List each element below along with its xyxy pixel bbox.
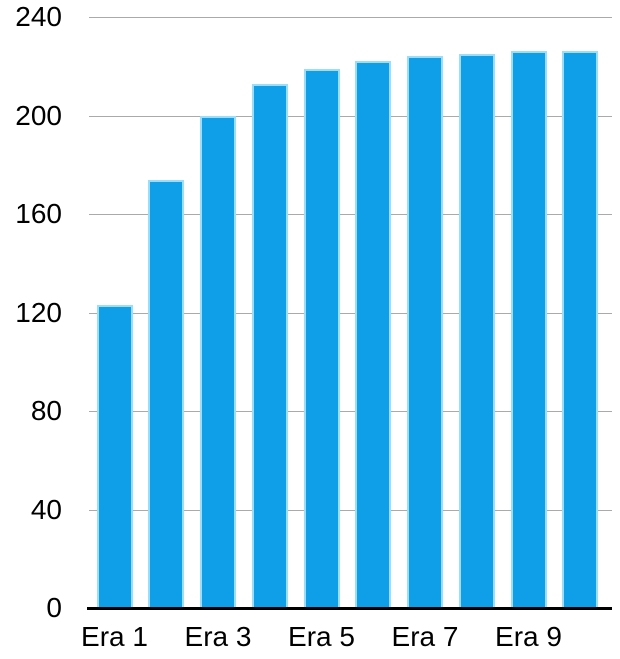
y-axis-label-40: 40: [30, 493, 62, 525]
bar-era-3: [200, 115, 236, 608]
x-axis-label-era-5: Era 5: [288, 621, 355, 652]
gridline-80: [89, 411, 612, 412]
x-axis-label-era-1: Era 1: [81, 621, 148, 652]
x-axis-label-era-9: Era 9: [495, 621, 562, 652]
bar-era-4: [251, 83, 288, 608]
x-axis-label-era-7: Era 7: [391, 621, 459, 652]
bar-era-6: [355, 61, 392, 608]
gridline-120: [89, 312, 612, 314]
gridline-160: [89, 214, 612, 215]
x-axis-line: [87, 607, 612, 610]
plot-area: [87, 17, 612, 610]
bar-era-10: [562, 51, 599, 608]
bar-era-2: [148, 179, 185, 608]
y-axis-label-120: 120: [15, 296, 62, 328]
bar-era-1: [96, 305, 133, 608]
bar-era-5: [303, 68, 340, 608]
gridline-240: [89, 17, 612, 18]
bar-era-7: [407, 56, 443, 608]
bar-era-8: [458, 53, 495, 608]
gridline-200: [89, 115, 612, 117]
y-axis-label-80: 80: [30, 395, 62, 426]
y-axis-label-0: 0: [46, 592, 62, 623]
x-axis-label-era-3: Era 3: [184, 621, 252, 652]
y-axis-label-160: 160: [15, 198, 62, 229]
y-axis-label-200: 200: [15, 99, 62, 131]
y-axis-label-240: 240: [15, 1, 62, 32]
bar-era-9: [510, 51, 547, 608]
gridline-40: [89, 509, 612, 511]
